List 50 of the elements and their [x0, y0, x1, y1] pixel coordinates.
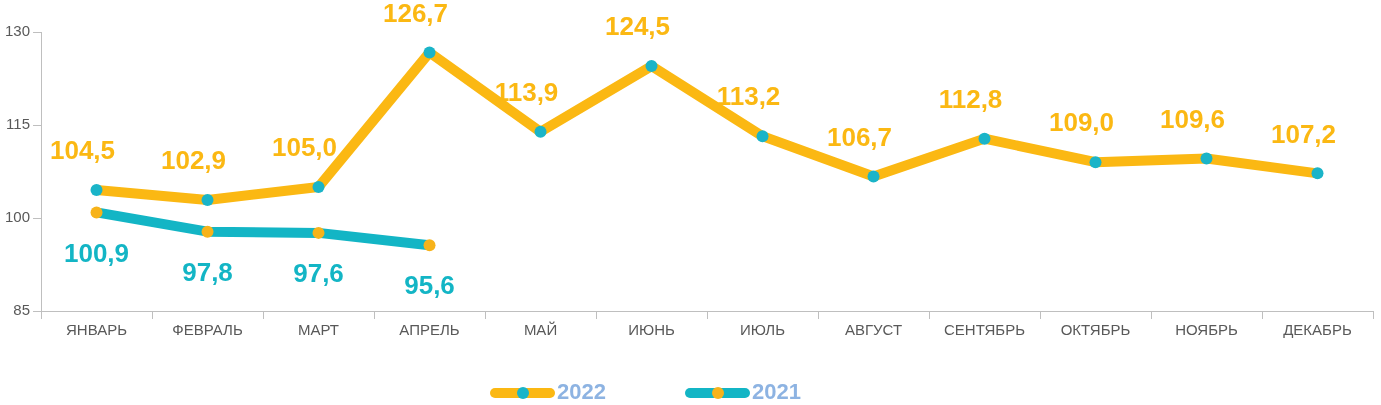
data-label: 104,5 — [49, 135, 116, 166]
data-label: 112,8 — [938, 83, 1003, 114]
data-label: 97,6 — [293, 258, 344, 289]
point — [978, 132, 991, 145]
point — [1311, 167, 1324, 180]
data-label: 109,6 — [1159, 103, 1226, 134]
data-label: 113,2 — [716, 81, 781, 112]
x-tick-label: МАРТ — [298, 321, 340, 339]
x-tick-label: ОКТЯБРЬ — [1060, 321, 1131, 339]
data-label: 95,6 — [404, 270, 455, 301]
point — [201, 225, 214, 238]
data-label: 106,7 — [826, 121, 893, 152]
point — [312, 226, 325, 239]
data-label: 126,7 — [382, 0, 449, 28]
y-tick-label: 100 — [5, 208, 31, 226]
x-tick-label: ЯНВАРЬ — [66, 321, 128, 339]
data-label: 105,0 — [271, 132, 338, 163]
point — [645, 60, 658, 73]
point — [867, 170, 880, 183]
legend-label: 2021 — [752, 379, 801, 405]
point — [534, 125, 547, 138]
point — [201, 194, 214, 207]
point — [90, 206, 103, 219]
y-tick-label: 115 — [6, 115, 31, 133]
point — [423, 239, 436, 252]
y-tick-label: 85 — [13, 301, 31, 319]
x-tick-label: НОЯБРЬ — [1175, 321, 1238, 339]
data-label: 102,9 — [160, 145, 227, 176]
x-tick-label: ФЕВРАЛЬ — [172, 321, 243, 339]
data-label: 100,9 — [63, 237, 130, 268]
point — [1200, 152, 1213, 165]
data-label: 113,9 — [494, 76, 559, 107]
x-tick-label: АПРЕЛЬ — [399, 321, 460, 339]
data-label: 124,5 — [604, 11, 671, 42]
x-tick-label: СЕНТЯБРЬ — [943, 321, 1026, 339]
legend-label: 2022 — [557, 379, 606, 405]
point — [756, 130, 769, 143]
x-tick-label: ДЕКАБРЬ — [1283, 321, 1352, 339]
data-label: 97,8 — [182, 256, 233, 287]
x-tick-label: АВГУСТ — [844, 321, 903, 339]
data-label: 107,2 — [1270, 118, 1337, 149]
data-label: 109,0 — [1048, 107, 1115, 138]
point — [423, 46, 436, 59]
x-tick-label: ИЮЛЬ — [740, 321, 786, 339]
point — [90, 184, 103, 197]
x-tick-label: ИЮНЬ — [628, 321, 675, 339]
x-tick-label: МАЙ — [523, 321, 558, 339]
point — [1089, 156, 1102, 169]
point — [312, 181, 325, 193]
y-tick-label: 130 — [5, 22, 31, 40]
